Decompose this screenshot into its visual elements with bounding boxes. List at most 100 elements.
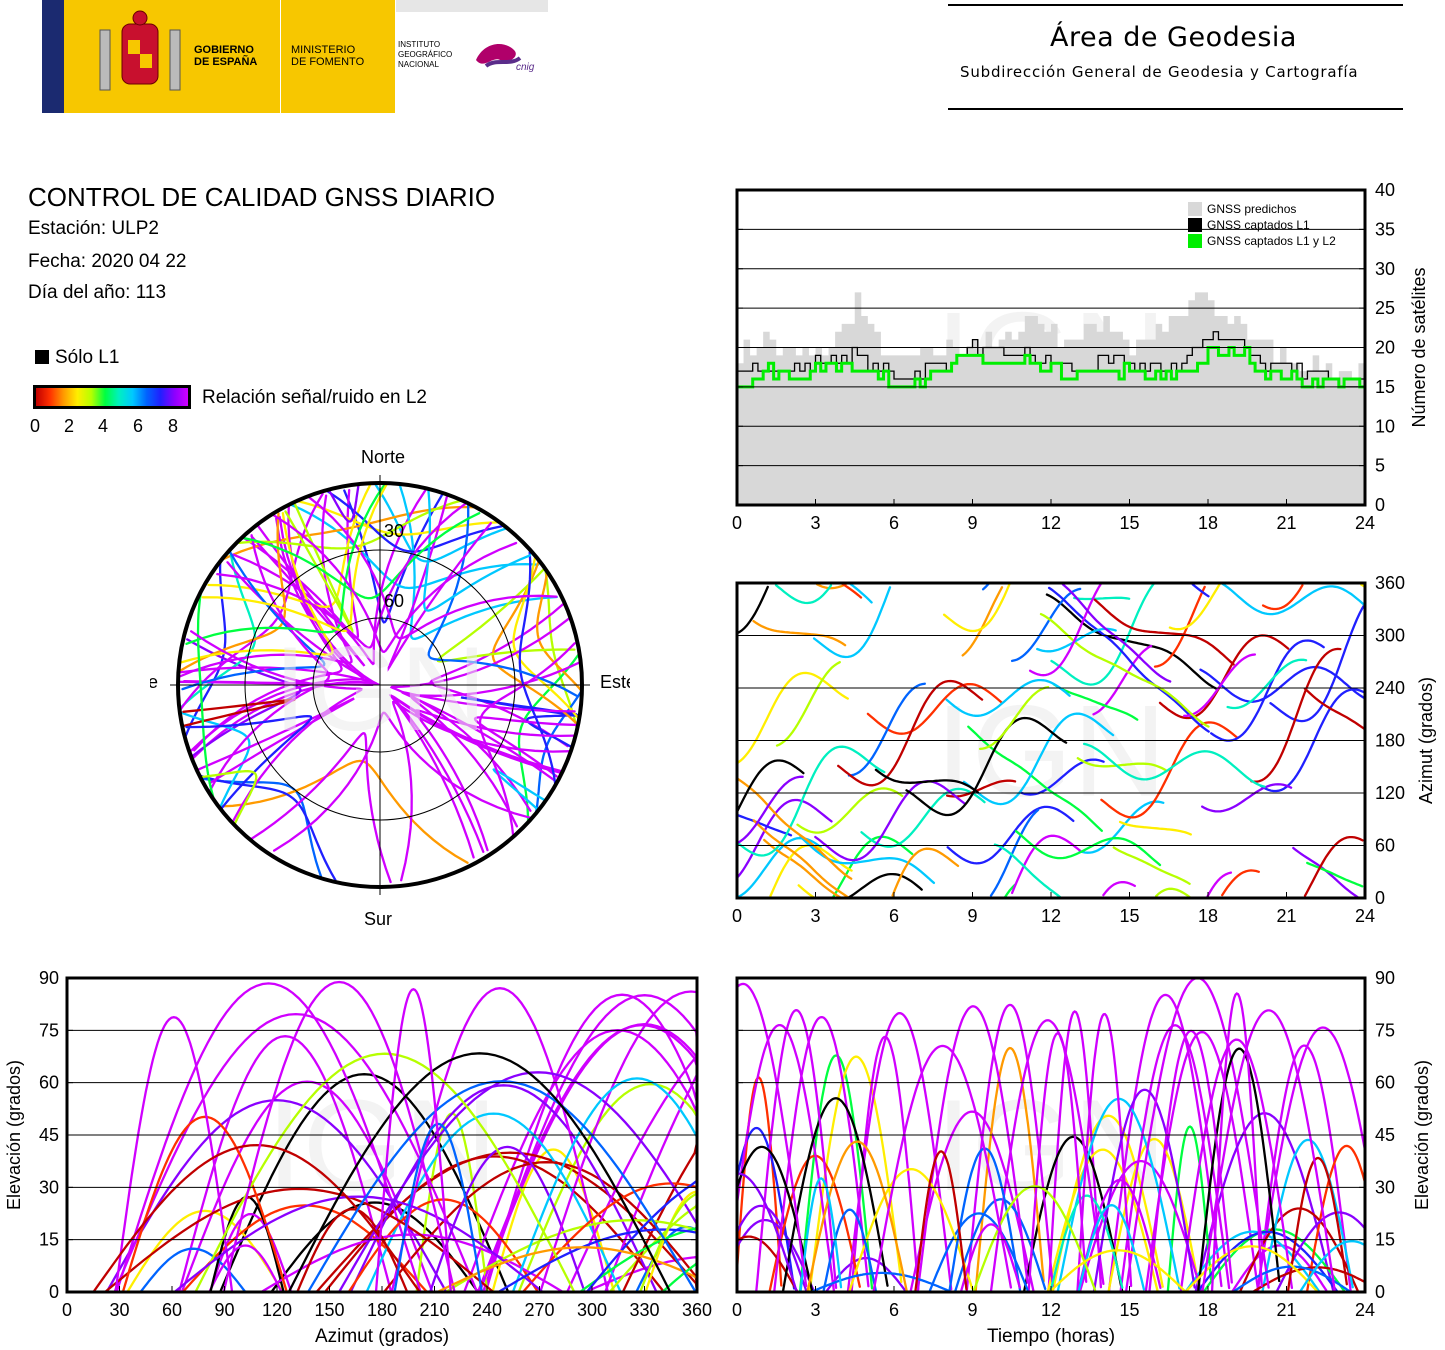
satellite-track bbox=[763, 838, 842, 898]
y-tick-label: 0 bbox=[1375, 495, 1385, 515]
satellite-track bbox=[1093, 598, 1235, 666]
x-tick-label: 6 bbox=[889, 1300, 899, 1320]
satellite-track bbox=[1018, 758, 1105, 796]
satellite-track bbox=[270, 513, 518, 654]
satellite-track bbox=[478, 1023, 697, 1292]
satellite-track bbox=[1100, 721, 1239, 819]
satellite-track bbox=[491, 1148, 616, 1292]
satellite-track bbox=[846, 1012, 953, 1292]
satellite-track bbox=[752, 619, 847, 647]
satellite-track bbox=[604, 993, 697, 1292]
y-tick-label: 15 bbox=[1375, 1230, 1395, 1250]
skyplot-chart: IGN Norte Sur Oeste Este 30 60 bbox=[150, 447, 630, 929]
satellite-track bbox=[1144, 1030, 1260, 1292]
snr-label: Relación señal/ruido en L2 bbox=[202, 387, 427, 408]
satellite-track bbox=[737, 1023, 836, 1292]
satellite-track bbox=[497, 1228, 697, 1292]
satellite-track bbox=[945, 779, 1017, 798]
satellite-track bbox=[822, 1208, 877, 1292]
satellite-track bbox=[248, 731, 392, 884]
satellite-track bbox=[428, 1145, 586, 1292]
satellite-track bbox=[1201, 1009, 1336, 1292]
satellite-track bbox=[866, 682, 1003, 735]
y-tick-label: 90 bbox=[1375, 968, 1395, 988]
y-tick-label: 15 bbox=[1375, 377, 1395, 397]
azimuth-time-chart: IGN 0 60 120 180 240 300 360 0 3 6 9 12 15 18 21 24 Azimu… bbox=[732, 575, 1436, 926]
satellite-track bbox=[849, 583, 873, 604]
x-tick-label: 30 bbox=[109, 1300, 129, 1320]
snr-tick: 8 bbox=[168, 416, 179, 436]
satellite-track bbox=[1153, 585, 1206, 668]
satellite-track bbox=[585, 1164, 697, 1292]
satellite-track bbox=[810, 1271, 953, 1292]
y-tick-label: 35 bbox=[1375, 219, 1395, 239]
satellite-track bbox=[814, 780, 966, 862]
satellite-track bbox=[1303, 687, 1365, 731]
header-rule-bottom bbox=[948, 108, 1403, 110]
satellite-track bbox=[1076, 757, 1168, 773]
satellite-track bbox=[1196, 1230, 1339, 1292]
x-axis-label: Tiempo (horas) bbox=[987, 1326, 1115, 1347]
series-predicted-area bbox=[737, 292, 1365, 505]
satellite-track bbox=[288, 503, 540, 590]
satellite-track bbox=[121, 1115, 288, 1292]
x-tick-label: 300 bbox=[577, 1300, 607, 1320]
satellite-track bbox=[848, 1168, 974, 1292]
x-tick-label: 15 bbox=[1119, 513, 1139, 530]
satellite-track bbox=[374, 484, 509, 563]
satellite-track bbox=[92, 1143, 421, 1292]
ministry-banner: MINISTERIO DE FOMENTO bbox=[280, 0, 395, 113]
satellite-track bbox=[1078, 1159, 1203, 1292]
satellite-track bbox=[566, 1012, 697, 1292]
satellite-track bbox=[196, 592, 216, 802]
snr-tick: 6 bbox=[133, 416, 144, 436]
satellite-track bbox=[773, 1015, 870, 1292]
y-tick-label: 75 bbox=[1375, 1020, 1395, 1040]
cnig-logo-icon bbox=[476, 44, 522, 68]
satellite-track bbox=[737, 759, 805, 815]
snr-tick: 2 bbox=[64, 416, 75, 436]
satellite-track bbox=[306, 495, 558, 640]
satellite-track bbox=[219, 1073, 510, 1292]
skyplot-ring-30-label: 30 bbox=[384, 521, 404, 541]
satellite-track bbox=[1036, 627, 1117, 653]
x-tick-label: 3 bbox=[810, 513, 820, 530]
satellite-track bbox=[1275, 1211, 1365, 1292]
gov-line-2: DE ESPAÑA bbox=[194, 56, 258, 68]
satellite-track bbox=[1118, 820, 1192, 836]
satellite-track bbox=[1047, 586, 1210, 733]
satellite-track bbox=[389, 616, 572, 812]
satellite-track bbox=[1049, 1194, 1124, 1292]
satellite-track bbox=[962, 712, 1115, 806]
y-tick-label: 60 bbox=[39, 1073, 59, 1093]
satellite-track bbox=[891, 847, 960, 897]
satellite-track bbox=[1112, 846, 1191, 885]
satellite-track bbox=[1179, 1038, 1294, 1292]
y-axis-label: Elevación (grados) bbox=[1412, 1060, 1432, 1210]
satellite-track bbox=[737, 585, 769, 635]
satellite-track bbox=[193, 503, 343, 752]
satellite-track bbox=[806, 1140, 908, 1292]
skyplot-ring-60-label: 60 bbox=[384, 591, 404, 611]
elevation-azimuth-chart: IGN 0 15 30 45 60 75 90 0 30 60 90 120 150 180 210 240 27… bbox=[4, 968, 712, 1347]
x-tick-label: 330 bbox=[629, 1300, 659, 1320]
satellite-track bbox=[737, 1126, 796, 1290]
satellite-track bbox=[959, 1223, 1021, 1292]
satellite-track bbox=[989, 808, 1040, 897]
satellite-track bbox=[190, 630, 363, 824]
satellite-track bbox=[1210, 992, 1263, 1292]
satellite-track bbox=[517, 1082, 697, 1292]
report-title: CONTROL DE CALIDAD GNSS DIARIO bbox=[28, 182, 496, 212]
y-tick-label: 30 bbox=[39, 1177, 59, 1197]
y-tick-label: 15 bbox=[39, 1230, 59, 1250]
y-tick-label: 20 bbox=[1375, 338, 1395, 358]
satellite-track bbox=[208, 1244, 283, 1292]
legend-only-l1-label: Sólo L1 bbox=[55, 347, 120, 368]
x-tick-label: 0 bbox=[732, 906, 742, 926]
satellite-track bbox=[478, 642, 576, 838]
satellite-track bbox=[393, 1122, 483, 1292]
satellite-track bbox=[774, 583, 833, 605]
skyplot-north-label: Norte bbox=[361, 447, 405, 467]
satellite-track bbox=[422, 487, 532, 612]
x-tick-label: 12 bbox=[1041, 1300, 1061, 1320]
